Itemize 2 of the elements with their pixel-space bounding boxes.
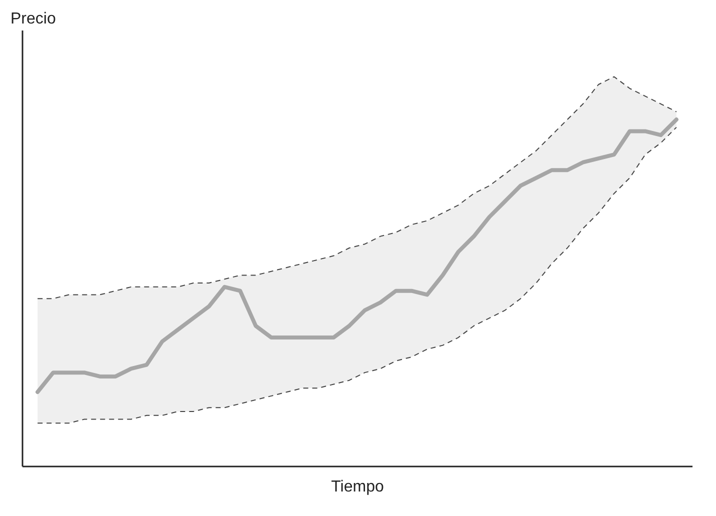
y-axis-title: Precio	[10, 10, 56, 28]
x-axis-title: Tiempo	[331, 478, 384, 496]
